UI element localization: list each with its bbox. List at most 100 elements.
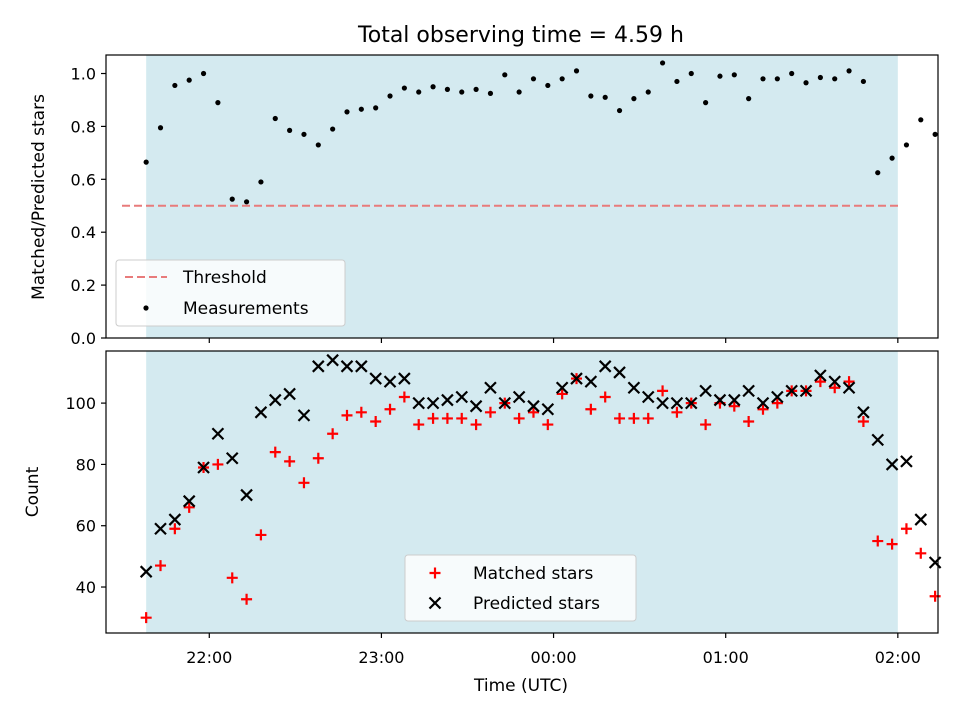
legend-matched-label: Matched stars [473, 564, 593, 584]
measurement-point [817, 74, 823, 81]
y-tick-label: 80 [76, 455, 96, 474]
measurement-point [444, 86, 451, 92]
matched-star-marker [370, 416, 382, 427]
predicted-star-marker [369, 372, 382, 385]
measurement-point [502, 72, 508, 78]
matched-star-marker [556, 388, 568, 400]
predicted-star-marker [598, 360, 612, 373]
measurement-point [746, 96, 752, 102]
measurement-point [387, 93, 393, 99]
matched-star-marker [441, 412, 453, 424]
matched-star-marker [140, 612, 152, 624]
measurement-point [416, 89, 422, 95]
matched-star-marker [814, 376, 826, 388]
matched-star-marker [312, 452, 324, 464]
measurement-point [717, 73, 723, 79]
predicted-star-marker [412, 396, 425, 410]
predicted-star-marker [268, 393, 282, 407]
measurement-point [215, 100, 221, 106]
predicted-star-marker [857, 406, 870, 419]
y-tick-label: 0.6 [71, 170, 96, 189]
predicted-star-marker [728, 393, 741, 407]
legend-measurements-label: Measurements [183, 299, 309, 319]
count-legend-box [404, 554, 637, 622]
matched-star-marker [183, 501, 195, 513]
measurement-point [200, 70, 207, 77]
measurement-point [703, 100, 709, 106]
y-tick-label: 0.0 [71, 329, 96, 348]
matched-star-marker [929, 590, 941, 602]
matched-star-marker [413, 419, 425, 431]
measurement-point [573, 68, 580, 74]
predicted-star-marker [455, 390, 469, 404]
matched-star-marker [298, 477, 310, 489]
predicted-star-marker [928, 556, 942, 569]
matched-star-marker [599, 391, 611, 403]
predicted-star-marker [355, 360, 368, 373]
measurement-point [932, 131, 938, 137]
predicted-star-marker [398, 372, 411, 385]
matched-star-marker [226, 572, 238, 584]
matched-star-marker [269, 446, 281, 458]
matched-star-marker [484, 406, 496, 418]
matched-star-marker [743, 416, 755, 427]
predicted-star-marker [627, 381, 641, 395]
measurement-point [243, 199, 250, 205]
measurement-point [315, 142, 321, 148]
predicted-star-marker [713, 393, 727, 407]
matched-star-marker [513, 412, 525, 424]
matched-star-marker [728, 400, 740, 412]
x-tick-label: 22:00 [186, 648, 232, 667]
predicted-star-marker [326, 353, 339, 367]
predicted-star-marker [211, 427, 225, 441]
predicted-star-marker [197, 461, 210, 474]
predicted-star-marker [914, 513, 928, 526]
measurement-point [287, 127, 293, 133]
legend-predicted-label: Predicted stars [473, 594, 600, 614]
predicted-star-marker [426, 396, 440, 410]
matched-star-marker [872, 535, 884, 547]
predicted-star-marker [900, 455, 913, 468]
measurement-point [545, 82, 551, 89]
predicted-star-marker [541, 402, 555, 416]
matched-star-marker [284, 455, 296, 467]
predicted-star-marker [527, 399, 540, 413]
x-tick-label: 01:00 [703, 648, 749, 667]
measurement-point [731, 72, 737, 78]
count-axis-ticks: 40 60 80 100 22:00 23:00 00:00 01:00 02:00 [65, 394, 920, 667]
measurement-point [373, 105, 379, 111]
matched-star-marker [628, 412, 640, 424]
predicted-star-marker [871, 433, 885, 447]
measurement-point [172, 82, 178, 89]
measurement-point [918, 117, 924, 123]
measurement-point [760, 76, 766, 82]
measurement-point [143, 159, 149, 165]
matched-star-marker [241, 593, 253, 605]
matched-star-marker [527, 406, 539, 418]
legend-measurements-swatch [143, 305, 149, 311]
matched-star-marker [212, 458, 224, 470]
predicted-star-marker [785, 384, 798, 398]
predicted-star-marker [742, 384, 755, 398]
measurement-point [645, 89, 651, 95]
matched-star-marker [886, 538, 898, 550]
measurement-point [674, 78, 680, 85]
matched-star-marker [427, 412, 439, 424]
legend-threshold-label: Threshold [182, 268, 267, 288]
predicted-star-marker [799, 384, 813, 398]
predicted-star-marker [154, 522, 167, 536]
measurement-point [401, 85, 407, 91]
predicted-star-marker [340, 360, 354, 373]
x-tick-label: 02:00 [875, 648, 921, 667]
measurement-point [860, 78, 867, 85]
y-tick-label: 40 [76, 578, 96, 597]
y-tick-label: 0.2 [71, 276, 96, 295]
x-tick-label: 00:00 [531, 648, 577, 667]
ratio-marks [122, 60, 938, 207]
predicted-star-marker [383, 375, 397, 388]
predicted-star-marker [283, 387, 296, 401]
predicted-star-marker [441, 393, 454, 407]
legend-predicted-swatch [428, 596, 442, 610]
measurement-point [258, 179, 264, 185]
predicted-star-marker [168, 513, 182, 526]
